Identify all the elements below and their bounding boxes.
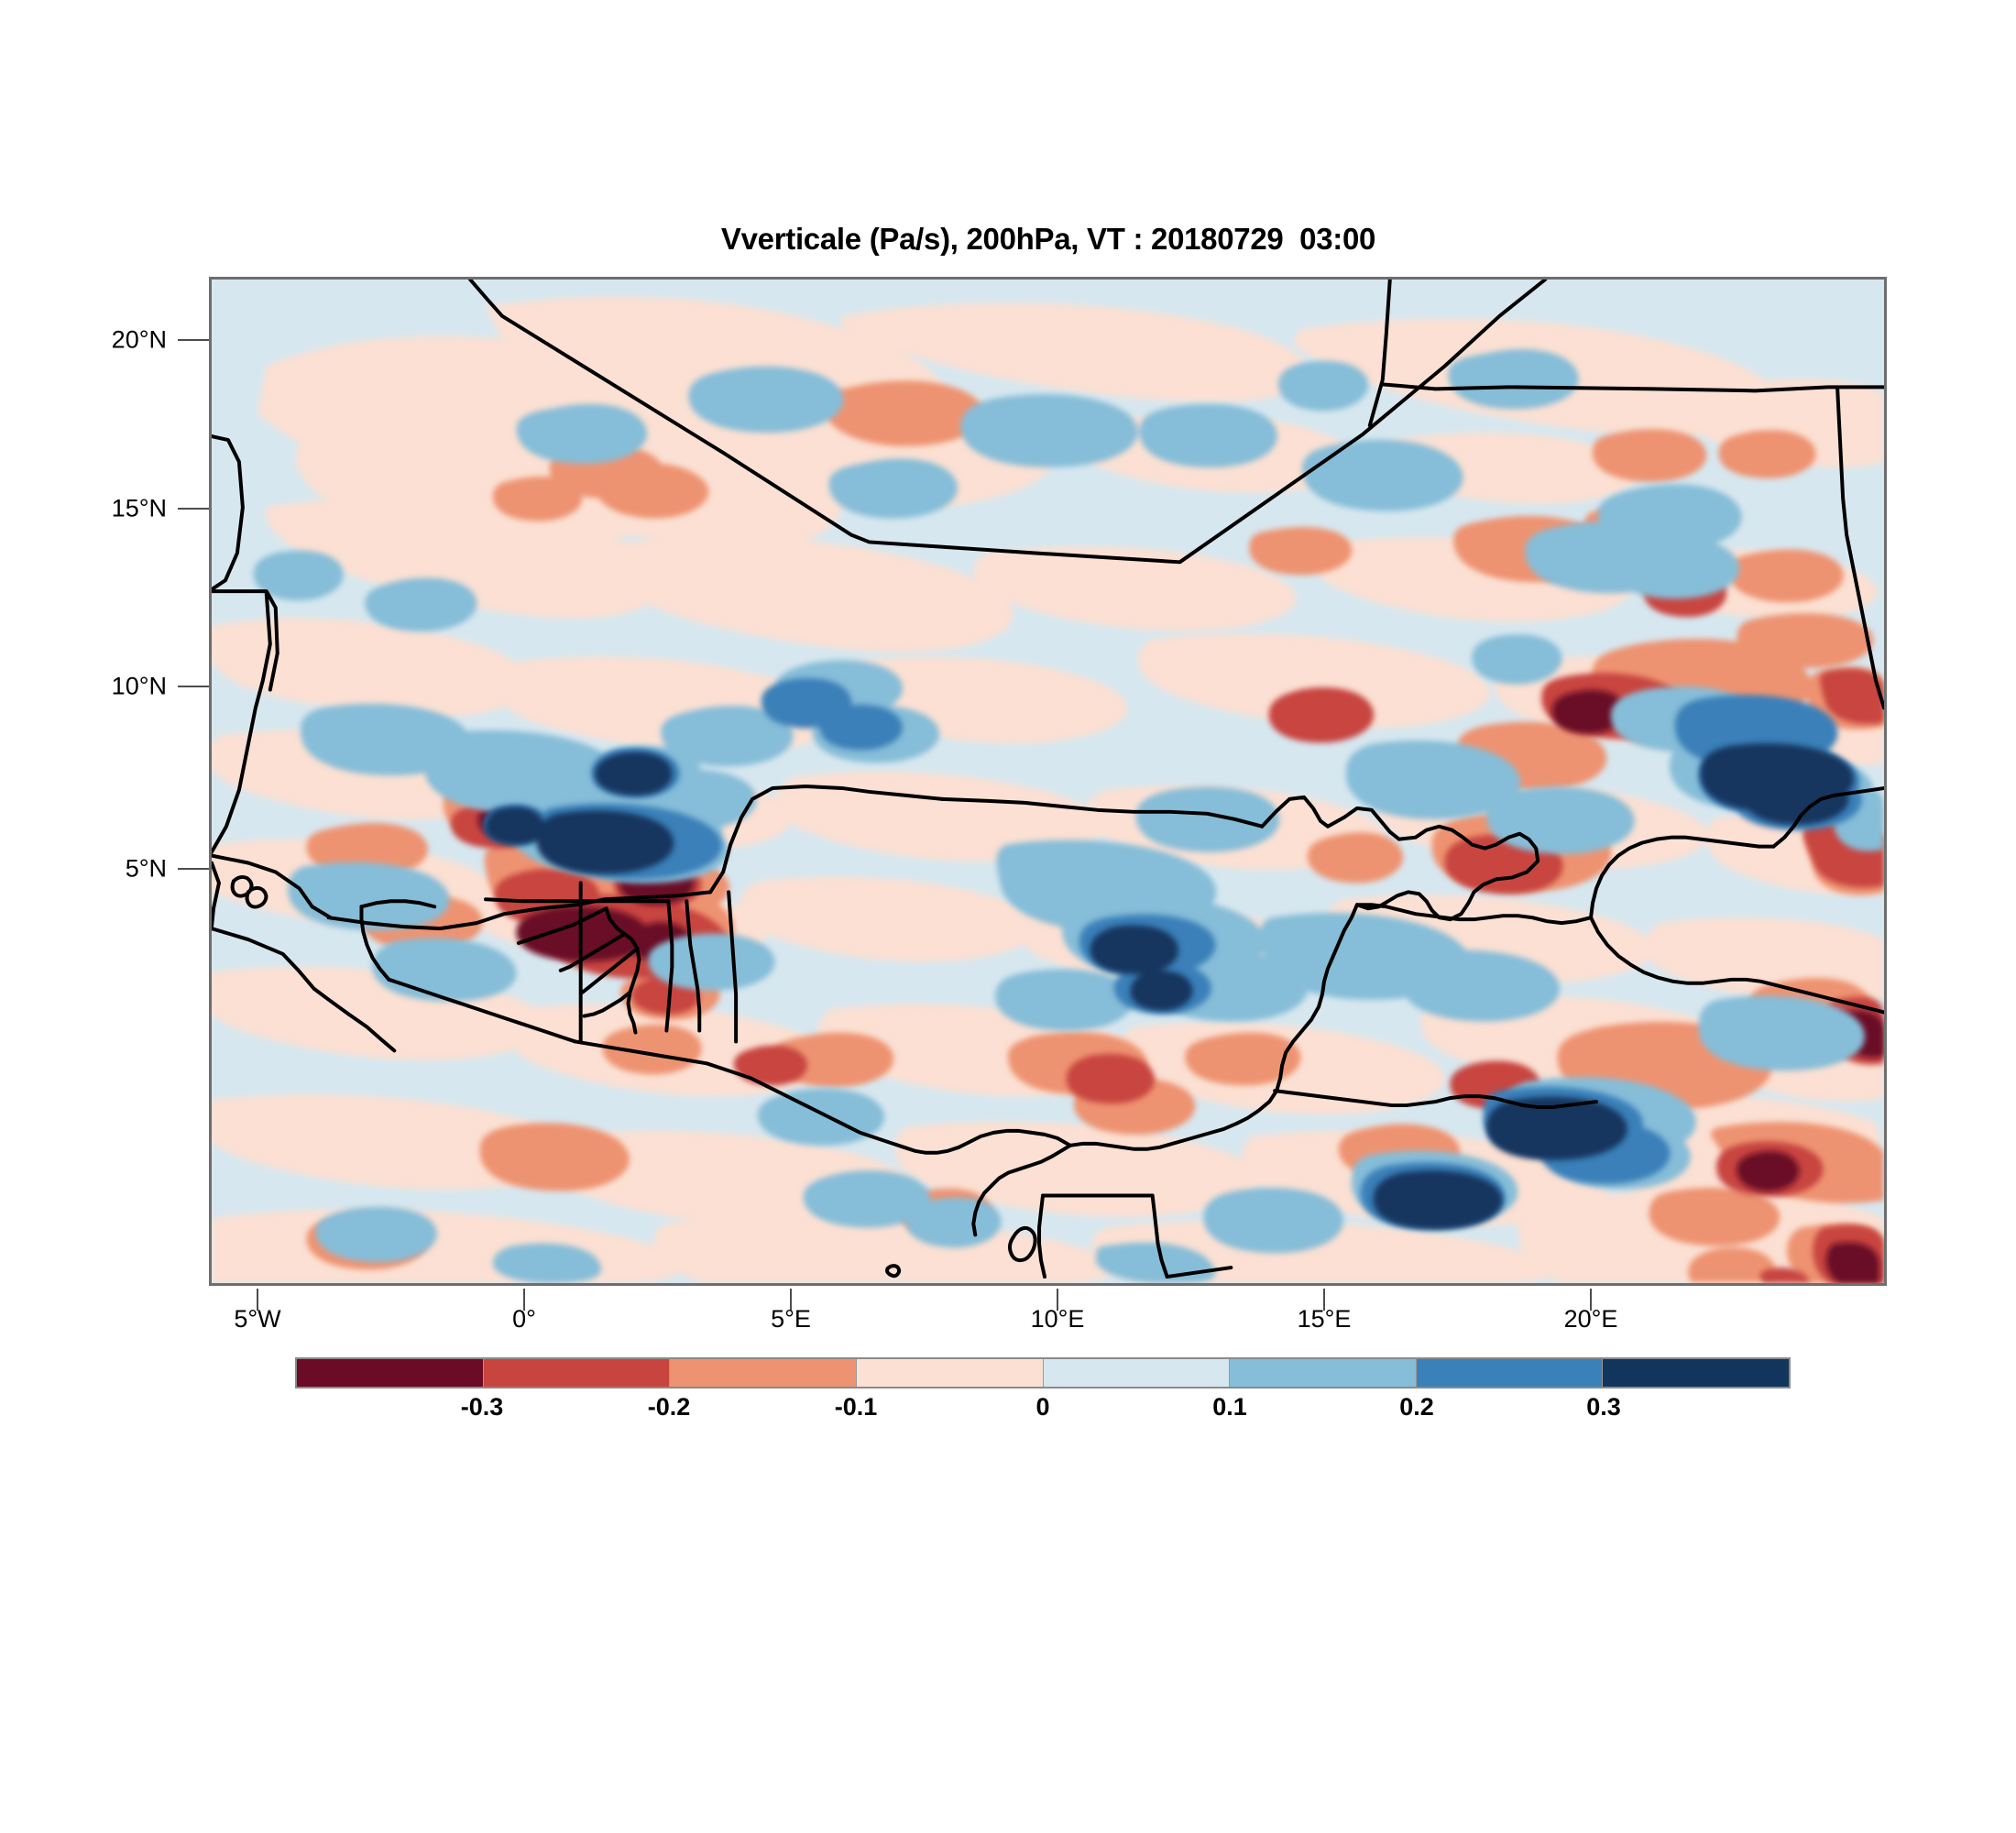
colorbar-tick-label-pos03: 0.3 bbox=[1586, 1393, 1621, 1421]
colorbar-band-8 bbox=[1602, 1359, 1789, 1387]
xtick-line-0 bbox=[523, 1289, 525, 1311]
colorbar[interactable] bbox=[295, 1357, 1791, 1388]
xtick-label-20E: 20°E bbox=[1563, 1305, 1618, 1333]
colorbar-tick-label-neg01: -0.1 bbox=[834, 1393, 878, 1421]
country-borders bbox=[212, 280, 1884, 1279]
colorbar-tick-label-pos01: 0.1 bbox=[1212, 1393, 1247, 1421]
page-title: Vverticale (Pa/s), 200hPa, VT : 20180729… bbox=[720, 222, 1376, 256]
xtick-label-5E: 5°E bbox=[771, 1305, 811, 1333]
ytick-label-5N: 5°N bbox=[125, 854, 167, 883]
ytick-line-15N bbox=[178, 508, 209, 510]
xtick-label-0: 0° bbox=[512, 1305, 536, 1333]
ytick-label-10N: 10°N bbox=[111, 672, 167, 700]
colorbar-tick-label-neg02: -0.2 bbox=[647, 1393, 691, 1421]
map-plot-area[interactable] bbox=[209, 277, 1887, 1286]
ytick-line-5N bbox=[178, 868, 209, 870]
xtick-line-5E bbox=[790, 1289, 792, 1311]
colorbar-band-6 bbox=[1229, 1359, 1416, 1387]
xtick-line-10E bbox=[1057, 1289, 1058, 1311]
xtick-line-20E bbox=[1590, 1289, 1592, 1311]
ytick-line-20N bbox=[178, 339, 209, 341]
colorbar-tick-label-zero: 0 bbox=[1035, 1393, 1050, 1421]
colorbar-band-1 bbox=[297, 1359, 483, 1387]
ytick-line-10N bbox=[178, 686, 209, 687]
xtick-label-5W: 5°W bbox=[234, 1305, 281, 1333]
ytick-label-15N: 15°N bbox=[111, 494, 167, 522]
xtick-label-10E: 10°E bbox=[1030, 1305, 1085, 1333]
xtick-line-15E bbox=[1323, 1289, 1325, 1311]
contour-field bbox=[212, 280, 1884, 1283]
colorbar-band-3 bbox=[669, 1359, 856, 1387]
colorbar-band-4 bbox=[855, 1359, 1043, 1387]
colorbar-band-2 bbox=[482, 1359, 670, 1387]
xtick-line-5W bbox=[257, 1289, 258, 1311]
colorbar-tick-label-neg03: -0.3 bbox=[460, 1393, 504, 1421]
xtick-label-15E: 15°E bbox=[1297, 1305, 1352, 1333]
colorbar-band-7 bbox=[1415, 1359, 1603, 1387]
colorbar-tick-label-pos02: 0.2 bbox=[1399, 1393, 1434, 1421]
ytick-label-20N: 20°N bbox=[111, 325, 167, 354]
colorbar-band-5 bbox=[1042, 1359, 1230, 1387]
